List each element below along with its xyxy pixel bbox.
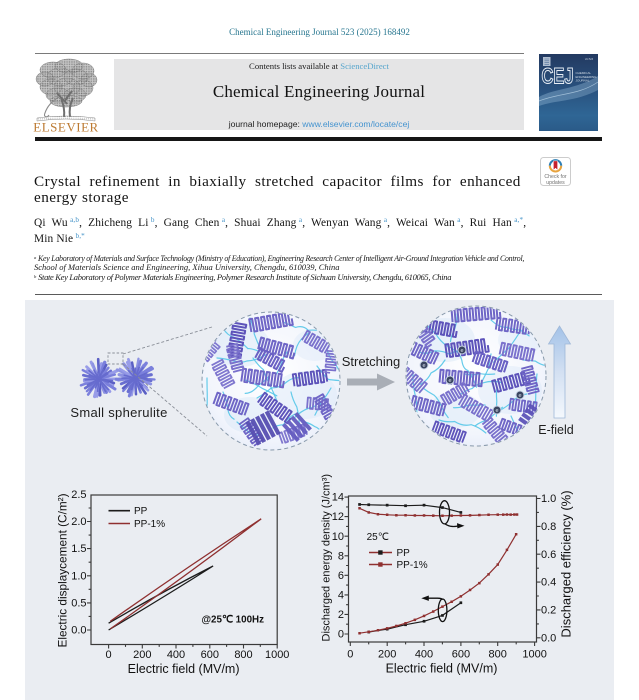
- svg-text:CEJ: CEJ: [542, 63, 574, 88]
- svg-text:800: 800: [489, 649, 507, 661]
- svg-text:1.0: 1.0: [541, 493, 556, 505]
- svg-text:0: 0: [338, 629, 344, 641]
- svg-text:1.5: 1.5: [71, 543, 86, 555]
- svg-text:0: 0: [106, 649, 112, 661]
- svg-text:PP-1%: PP-1%: [397, 560, 428, 571]
- svg-text:0.2: 0.2: [541, 605, 556, 617]
- svg-text:ELSEVIER: ELSEVIER: [33, 120, 98, 135]
- svg-text:Small spherulite: Small spherulite: [70, 405, 167, 420]
- svg-text:0.4: 0.4: [541, 577, 556, 589]
- svg-text:E-field: E-field: [538, 423, 573, 437]
- svg-text:200: 200: [378, 649, 396, 661]
- svg-text:2: 2: [338, 609, 344, 621]
- svg-text:0: 0: [347, 649, 353, 661]
- svg-text:2.5: 2.5: [71, 489, 86, 501]
- svg-text:Electric field (MV/m): Electric field (MV/m): [386, 662, 498, 676]
- svg-text:Discharged efficiency (%): Discharged efficiency (%): [559, 490, 574, 637]
- svg-text:e: e: [518, 393, 521, 399]
- svg-text:10: 10: [332, 531, 344, 543]
- svg-text:1.0: 1.0: [71, 570, 86, 582]
- svg-text:Vol 523: Vol 523: [585, 58, 594, 61]
- svg-text:400: 400: [167, 649, 185, 661]
- svg-text:0.0: 0.0: [71, 625, 86, 637]
- svg-text:0.5: 0.5: [71, 598, 86, 610]
- svg-text:Check for: Check for: [544, 174, 566, 180]
- svg-text:800: 800: [234, 649, 252, 661]
- svg-text:ENGINEERING: ENGINEERING: [576, 74, 598, 78]
- svg-text:6: 6: [338, 570, 344, 582]
- svg-text:2.0: 2.0: [71, 516, 86, 528]
- svg-text:Discharged energy density (J/c: Discharged energy density (J/cm³): [321, 474, 333, 642]
- svg-text:600: 600: [201, 649, 219, 661]
- svg-text:PP: PP: [134, 506, 148, 517]
- svg-text:e: e: [495, 408, 498, 414]
- svg-text:CHEMICAL: CHEMICAL: [576, 71, 592, 75]
- svg-text:e: e: [448, 378, 451, 384]
- svg-text:e: e: [422, 363, 425, 369]
- svg-text:JOURNAL: JOURNAL: [576, 78, 590, 82]
- svg-text:25℃: 25℃: [367, 532, 389, 543]
- svg-text:1000: 1000: [265, 649, 289, 661]
- svg-text:PP: PP: [397, 548, 411, 559]
- svg-text:Electric field (MV/m): Electric field (MV/m): [128, 662, 240, 676]
- svg-text:1000: 1000: [522, 649, 546, 661]
- svg-text:400: 400: [415, 649, 433, 661]
- svg-text:PP-1%: PP-1%: [134, 519, 165, 530]
- svg-text:Stretching: Stretching: [342, 354, 401, 369]
- svg-text:14: 14: [332, 492, 344, 504]
- svg-text:12: 12: [332, 511, 344, 523]
- svg-text:8: 8: [338, 550, 344, 562]
- svg-text:600: 600: [452, 649, 470, 661]
- svg-text:0.8: 0.8: [541, 521, 556, 533]
- svg-text:e: e: [460, 348, 463, 354]
- svg-text:Electric displaycement (C/m²): Electric displaycement (C/m²): [56, 493, 70, 647]
- svg-text:updates: updates: [546, 179, 565, 185]
- svg-text:4: 4: [338, 590, 344, 602]
- svg-text:@25℃ 100Hz: @25℃ 100Hz: [202, 615, 265, 626]
- svg-text:0.0: 0.0: [541, 632, 556, 644]
- svg-text:0.6: 0.6: [541, 549, 556, 561]
- svg-text:200: 200: [133, 649, 151, 661]
